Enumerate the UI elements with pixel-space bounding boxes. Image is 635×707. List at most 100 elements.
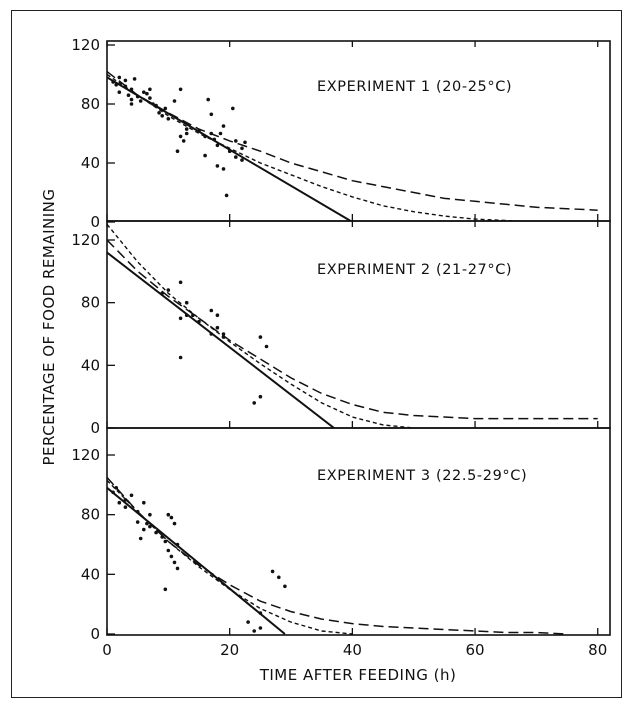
data-point <box>145 521 149 526</box>
y-tick-label: 40 <box>81 154 100 172</box>
data-point <box>129 493 134 498</box>
data-point <box>175 542 180 547</box>
fit-line-short-dash <box>107 73 531 221</box>
data-point <box>142 500 146 505</box>
data-point <box>181 139 186 143</box>
x-tick-label: 20 <box>220 641 239 659</box>
y-tick-label: 120 <box>71 36 100 54</box>
x-axis-title: TIME AFTER FEEDING (h) <box>259 666 457 684</box>
panel-2-border <box>106 220 611 429</box>
data-point <box>191 313 195 318</box>
data-point <box>126 93 131 97</box>
data-point <box>132 77 137 81</box>
data-point <box>234 139 238 143</box>
data-point <box>270 569 275 574</box>
data-point <box>178 87 183 92</box>
data-point <box>221 167 226 171</box>
panel-experiment-1: EXPERIMENT 1 (20-25°C) 0 40 80 120 <box>71 36 611 231</box>
data-point <box>151 102 155 106</box>
data-point <box>243 140 247 145</box>
data-point <box>160 535 164 539</box>
data-point <box>258 335 263 339</box>
data-point <box>157 111 161 115</box>
panel-1-border <box>106 40 611 222</box>
data-point <box>178 280 183 285</box>
data-point <box>227 149 232 153</box>
data-point <box>135 509 140 514</box>
data-point <box>129 87 134 92</box>
data-point <box>138 536 143 541</box>
data-point <box>172 560 177 565</box>
fit-line-long-dash <box>107 239 598 420</box>
data-point <box>197 128 201 133</box>
data-point <box>160 114 164 118</box>
data-point <box>117 75 122 80</box>
panel-experiment-2: EXPERIMENT 2 (21-27°C) 0 40 80 120 <box>71 220 611 437</box>
y-tick-label: 80 <box>81 95 100 113</box>
data-point <box>203 134 207 139</box>
data-point <box>277 575 281 580</box>
fit-line-short-dash <box>107 479 353 635</box>
data-point <box>184 313 189 318</box>
panel-3-title: EXPERIMENT 3 (22.5-29°C) <box>317 468 527 484</box>
fit-line-solid <box>107 251 335 428</box>
data-point <box>129 102 134 106</box>
data-point <box>175 149 180 153</box>
data-point <box>246 620 250 624</box>
data-point <box>154 103 158 108</box>
data-point <box>218 131 223 136</box>
data-point <box>209 131 214 136</box>
data-point <box>117 90 122 94</box>
data-point <box>111 490 115 495</box>
data-point <box>197 319 201 324</box>
panel-1-title: EXPERIMENT 1 (20-25°C) <box>317 79 512 95</box>
y-tick-label: 80 <box>81 294 100 312</box>
data-point <box>160 291 164 296</box>
data-point <box>231 106 235 111</box>
data-point <box>129 97 134 102</box>
fit-line-long-dash <box>107 476 568 635</box>
data-point <box>145 91 149 96</box>
data-point <box>221 335 226 339</box>
data-point <box>240 158 244 162</box>
x-tick-label: 60 <box>466 641 485 659</box>
fit-line-short-dash <box>107 223 414 428</box>
data-point <box>209 332 214 336</box>
data-point <box>166 117 171 121</box>
data-point <box>264 344 269 349</box>
panel-3-border <box>106 427 611 636</box>
data-point <box>163 539 168 544</box>
data-point <box>135 94 140 99</box>
x-tick-label: 0 <box>102 641 112 659</box>
data-point <box>252 629 256 633</box>
data-point <box>169 515 174 520</box>
data-point <box>184 131 189 136</box>
y-tick-label: 0 <box>90 625 100 643</box>
data-point <box>166 288 171 292</box>
data-point <box>215 143 220 148</box>
data-point <box>123 505 128 510</box>
data-point <box>215 164 220 168</box>
figure-frame <box>11 10 622 698</box>
data-point <box>221 124 226 128</box>
data-point <box>209 308 214 313</box>
data-point <box>114 486 118 490</box>
data-point <box>178 316 183 321</box>
data-point <box>166 512 171 517</box>
data-point <box>224 193 229 198</box>
y-tick-label: 80 <box>81 506 100 524</box>
data-point <box>123 84 128 89</box>
data-point <box>123 78 128 83</box>
data-point <box>114 83 118 87</box>
x-tick-label: 80 <box>588 641 607 659</box>
data-point <box>178 134 183 139</box>
data-point <box>117 500 122 505</box>
fit-line-long-dash <box>107 71 598 211</box>
data-point <box>142 527 146 532</box>
panel-2-title: EXPERIMENT 2 (21-27°C) <box>317 262 512 278</box>
y-tick-label: 40 <box>81 565 100 583</box>
y-tick-label: 120 <box>71 446 100 464</box>
data-point <box>258 626 263 630</box>
data-point <box>148 512 152 517</box>
data-point <box>240 146 244 151</box>
